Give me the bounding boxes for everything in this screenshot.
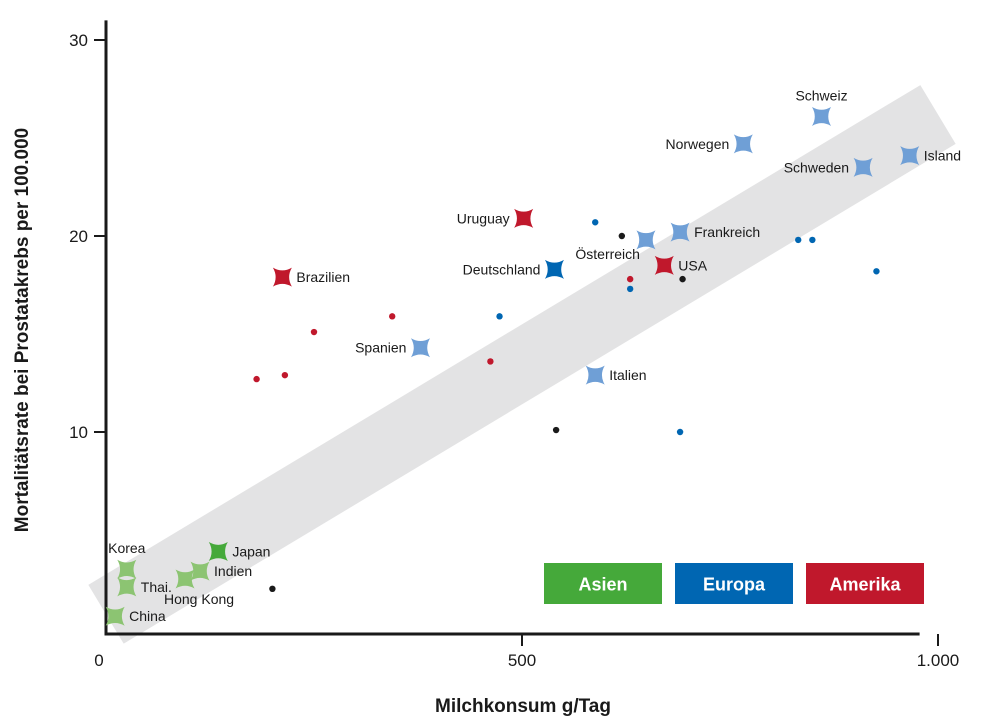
data-point-marker [544,259,564,279]
data-dot [487,358,494,365]
data-point-marker [117,559,137,579]
data-dot [389,313,396,320]
y-axis-label: Mortalitätsrate bei Prostatakrebs per 10… [12,128,33,532]
data-point-marker [670,222,690,242]
data-dot [496,313,503,320]
data-point-label: Indien [214,563,252,579]
data-point-marker [900,146,920,166]
data-point-marker [585,365,605,385]
x-tick-label: 500 [508,651,536,670]
legend-label: Europa [703,575,766,595]
trend-band [88,85,956,644]
y-tick-label: 10 [69,423,88,442]
legend-label: Asien [578,575,627,595]
data-point-label: Korea [108,540,146,556]
data-point-label: Frankreich [694,224,760,240]
x-axis-label: Milchkonsum g/Tag [435,696,611,717]
data-point-label: Norwegen [665,136,729,152]
data-point-marker [105,606,125,626]
data-dot [809,236,816,244]
legend: Asien Europa Amerika [544,563,924,604]
data-marks [105,106,920,626]
legend-swatch [806,563,924,604]
legend-swatch [544,563,662,604]
data-dot [281,371,289,379]
data-point-marker [410,338,430,358]
data-dot [626,285,634,293]
data-point-label: Deutschland [463,261,541,277]
data-dot [592,219,599,226]
data-point-label: Japan [232,544,270,560]
data-point-marker [853,157,873,177]
data-point-label: Hong Kong [164,591,234,607]
data-point-label: Island [924,148,961,164]
point-labels: Schweiz Norwegen Island Schweden Uruguay Fran… [108,87,961,624]
data-point-label: China [129,608,166,624]
data-dot [679,275,686,283]
x-tick-label: 0 [94,651,103,670]
data-point-marker [514,208,534,228]
data-point-marker [272,267,292,287]
data-point-label: Italien [609,367,646,383]
data-point-marker [190,561,210,581]
data-dot [253,375,260,383]
data-point-label: Schweden [784,159,849,175]
data-point-label: Uruguay [457,210,510,226]
data-point-marker [175,569,195,589]
y-tick-label: 20 [69,227,88,246]
data-dot [618,232,626,240]
axes: 10 20 30 0 500 1.000 [69,20,959,670]
data-dot [552,426,560,434]
data-dot [310,328,318,336]
data-dot [873,268,880,275]
data-point-label: Schweiz [795,87,847,103]
data-point-label: Spanien [355,340,406,356]
data-dot [676,428,684,436]
legend-swatch [675,563,793,604]
data-point-marker [654,255,674,275]
data-point-marker [208,542,228,562]
data-point-marker [733,134,753,154]
data-point-label: Thai. [141,579,172,595]
y-tick-label: 30 [69,31,88,50]
data-dot [795,236,802,244]
legend-label: Amerika [829,575,901,595]
data-point-label: Brazilien [296,269,350,285]
data-dot [626,275,634,283]
data-point-label: USA [678,257,707,273]
x-tick-label: 1.000 [917,651,960,670]
data-point-marker [117,577,137,597]
data-point-marker [812,106,832,126]
data-point-label: Österreich [575,245,640,262]
trend-band-layer [88,85,956,644]
data-point-marker [636,230,656,250]
data-dot [269,585,276,592]
